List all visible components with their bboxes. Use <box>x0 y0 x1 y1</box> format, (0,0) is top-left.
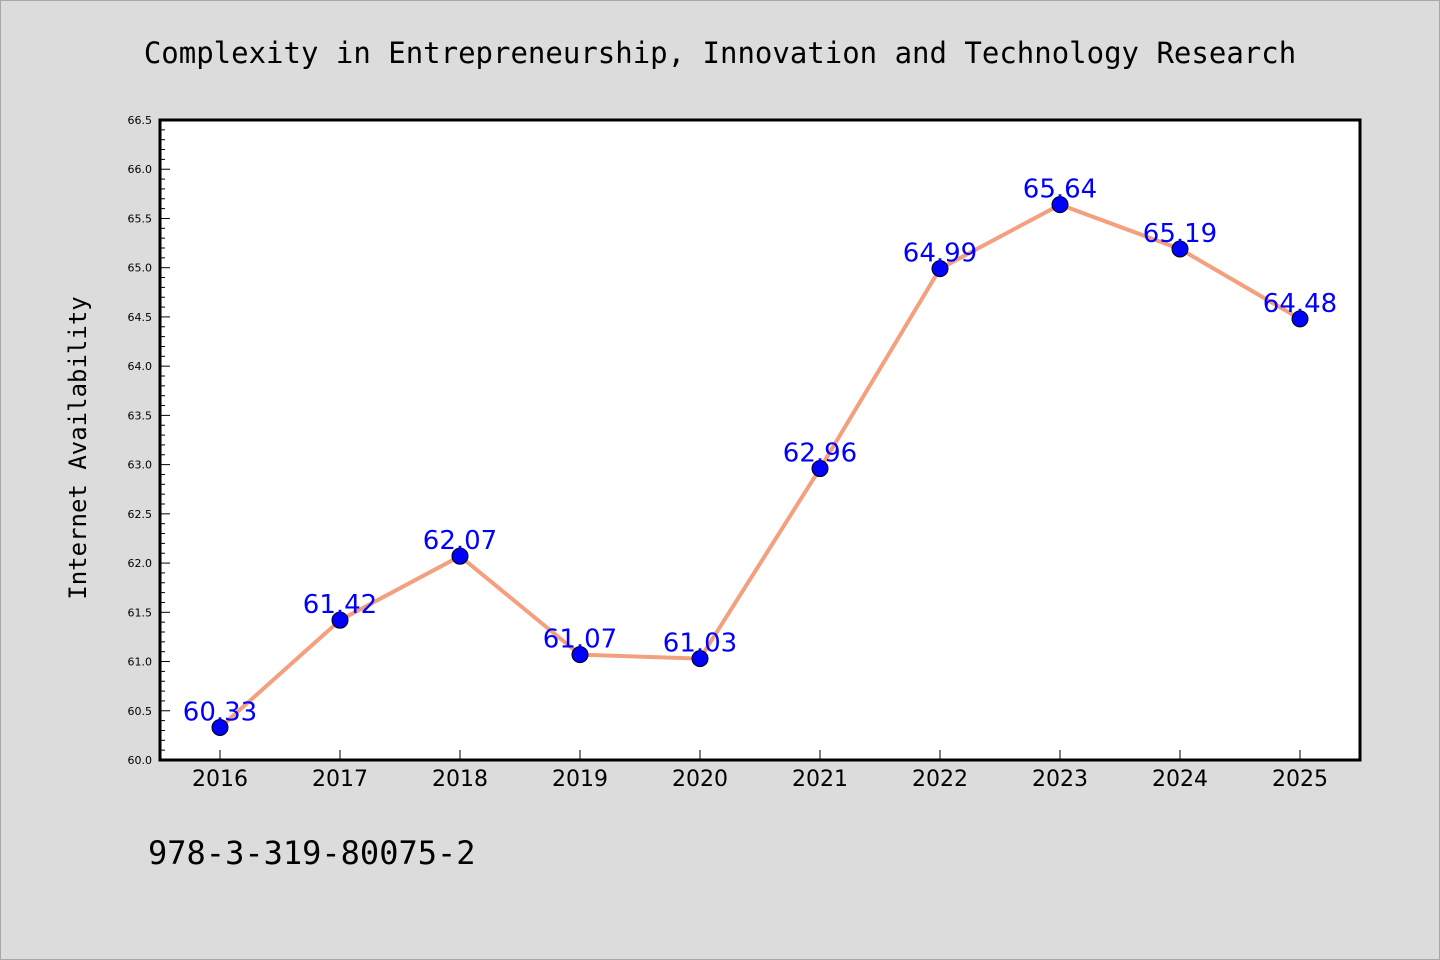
data-label: 62.07 <box>423 526 497 556</box>
x-tick-label: 2021 <box>792 767 848 792</box>
x-tick-label: 2024 <box>1152 767 1208 792</box>
data-label: 62.96 <box>783 439 857 469</box>
y-tick-label: 62.0 <box>128 557 153 570</box>
data-point <box>211 719 229 737</box>
y-tick-label: 63.0 <box>128 459 153 472</box>
x-axis: 2016 2017 2018 2019 2020 2021 2022 2023 2024 2025 <box>192 750 1328 792</box>
y-tick-label: 66.0 <box>128 163 153 176</box>
x-tick-label: 2019 <box>552 767 608 792</box>
x-tick-label: 2020 <box>672 767 728 792</box>
x-tick-label: 2023 <box>1032 767 1088 792</box>
x-tick-label: 2022 <box>912 767 968 792</box>
plot-area <box>158 118 1362 762</box>
data-label: 61.42 <box>303 590 377 620</box>
y-tick-label: 61.0 <box>128 656 153 669</box>
data-point <box>571 646 589 664</box>
chart-title: Complexity in Entrepreneurship, Innovati… <box>144 36 1296 70</box>
data-label: 60.33 <box>183 698 257 728</box>
data-point <box>451 547 469 565</box>
data-point <box>811 460 829 478</box>
data-point <box>1171 240 1189 258</box>
series-line <box>218 202 1302 730</box>
y-tick-label: 66.5 <box>128 114 153 127</box>
series-markers <box>211 196 1309 737</box>
y-tick-label: 61.5 <box>128 606 153 619</box>
y-tick-label: 63.5 <box>128 409 153 422</box>
y-tick-label: 64.5 <box>128 311 153 324</box>
data-point <box>1291 310 1309 328</box>
data-label: 65.19 <box>1143 219 1217 249</box>
data-labels: 60.33 61.42 62.07 61.07 61.03 62.96 64.99 65.64… <box>183 175 1337 728</box>
isbn-footer: 978-3-319-80075-2 <box>148 834 476 872</box>
data-point <box>1051 196 1069 214</box>
data-label: 61.03 <box>663 629 737 659</box>
x-tick-label: 2016 <box>192 767 248 792</box>
data-label: 64.48 <box>1263 289 1337 319</box>
data-point <box>331 611 349 629</box>
x-tick-label: 2025 <box>1272 767 1328 792</box>
data-point <box>691 650 709 668</box>
y-tick-label: 64.0 <box>128 360 153 373</box>
y-tick-label: 65.5 <box>128 212 153 225</box>
data-label: 61.07 <box>543 625 617 655</box>
y-axis: 60.0 60.5 61.0 61.5 62.0 62.5 63.0 63.5 64.0 64.5… <box>128 114 170 767</box>
data-point <box>931 260 949 278</box>
series-line-path <box>218 202 1302 730</box>
y-tick-label: 60.5 <box>128 705 153 718</box>
x-tick-label: 2017 <box>312 767 368 792</box>
data-label: 64.99 <box>903 239 977 269</box>
y-axis-label: Internet Availability <box>64 296 92 599</box>
y-tick-label: 62.5 <box>128 508 153 521</box>
y-tick-label: 60.0 <box>128 754 153 767</box>
data-label: 65.64 <box>1023 175 1097 205</box>
y-tick-label: 65.0 <box>128 262 153 275</box>
x-tick-label: 2018 <box>432 767 488 792</box>
